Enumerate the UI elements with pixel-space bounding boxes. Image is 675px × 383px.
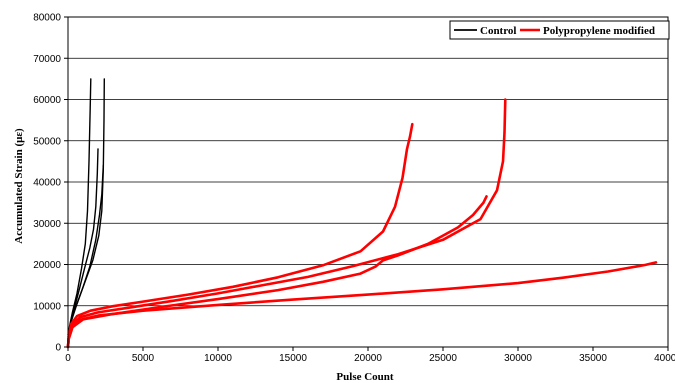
axes [64,16,669,351]
y-tick-label-6: 60000 [33,95,61,106]
x-axis-title: Pulse Count [336,371,393,383]
legend-box [449,20,670,40]
legend-label-control: Control [480,25,516,37]
legend: Control Polypropylene modified [449,20,670,40]
legend-label-polypropylene: Polypropylene modified [543,25,655,37]
x-tick-label-3: 15000 [279,353,307,364]
series-line-pp-4 [66,122,414,349]
y-tick-label-2: 20000 [33,260,61,271]
x-tick-label-0: 0 [65,353,71,364]
x-tick-labels: 0 5000 10000 15000 20000 25000 30000 35000 40000 [65,353,675,364]
series-line-pp-7 [66,195,488,349]
series-line-pp-5 [66,98,507,349]
x-tick-label-1: 5000 [132,353,155,364]
y-axis-title: Accumulated Strain (με) [13,128,25,244]
x-tick-label-7: 35000 [579,353,607,364]
x-tick-label-5: 25000 [429,353,457,364]
x-tick-label-2: 10000 [204,353,232,364]
x-tick-label-8: 40000 [654,353,675,364]
y-tick-label-7: 70000 [33,54,61,65]
y-tick-label-4: 40000 [33,178,61,189]
series-line-pp-6 [66,261,658,349]
y-tick-label-8: 80000 [33,13,61,24]
y-tick-labels: 0 10000 20000 30000 40000 50000 60000 70000 8000… [33,13,61,354]
y-tick-label-5: 50000 [33,136,61,147]
y-tick-label-1: 10000 [33,301,61,312]
x-tick-label-6: 30000 [504,353,532,364]
series-line-control-3 [67,78,106,336]
data-series [66,78,658,349]
y-tick-label-3: 30000 [33,219,61,230]
y-tick-label-0: 0 [55,343,61,354]
x-tick-label-4: 20000 [354,353,382,364]
